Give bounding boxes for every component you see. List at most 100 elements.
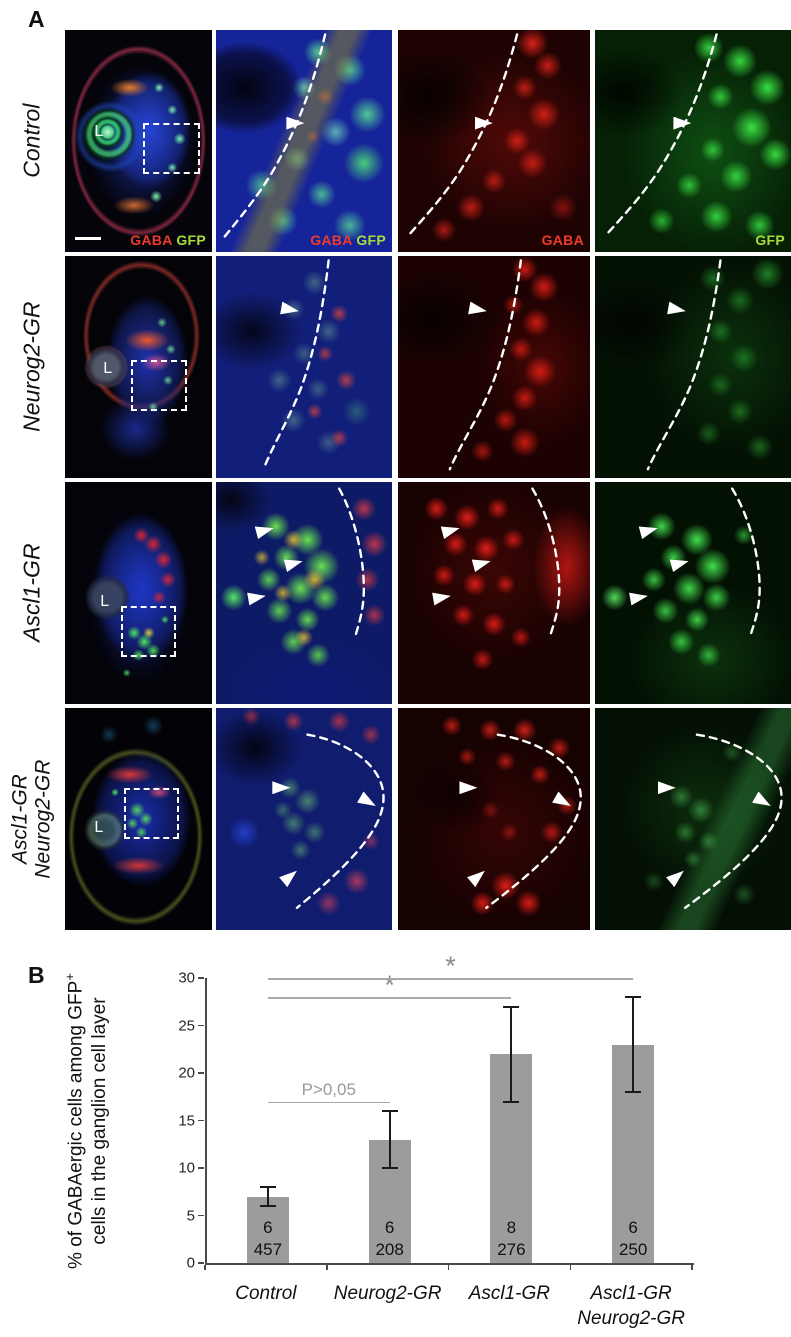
micrograph-neurog2-merge-zoom xyxy=(216,256,392,478)
micrograph-ascl1-neurog2-merge-zoom xyxy=(216,708,392,930)
bar-count-labels: 8 276 xyxy=(476,1217,546,1261)
row-label-text: Ascl1-GR Neurog2-GR xyxy=(8,759,55,879)
bar-count-line: 250 xyxy=(618,1239,648,1259)
x-tick-mark xyxy=(569,1265,571,1270)
bar-count-labels: 6 457 xyxy=(233,1217,303,1261)
micrograph-ascl1-gfp-channel xyxy=(595,482,791,704)
y-tick-label: 15 xyxy=(178,1112,195,1129)
channel-legend: GABA GFP xyxy=(310,232,386,248)
bar-count-line: 6 xyxy=(628,1217,638,1237)
lens-label: L xyxy=(94,819,104,836)
significance-label: * xyxy=(384,970,395,1000)
y-tick-label: 10 xyxy=(178,1159,195,1177)
bar-chart: % of GABAergic cells among GFP+ cells in … xyxy=(0,950,791,1337)
boundary-dashed-line xyxy=(216,708,392,930)
micrograph-ascl1-neurog2-gfp-channel xyxy=(595,708,791,930)
error-bar xyxy=(632,997,635,1092)
micrograph-control-merge-zoom: GABA GFP xyxy=(216,30,392,252)
y-tick-label: 30 xyxy=(178,969,195,987)
panel-b-letter: B xyxy=(28,962,45,988)
error-bar-cap-top xyxy=(381,1110,398,1112)
micrograph-neurog2-overview: L xyxy=(65,256,212,478)
x-tick-mark xyxy=(326,1265,328,1270)
lens-label: L xyxy=(100,593,110,610)
x-category-label: Ascl1-GR Neurog2-GR xyxy=(570,1281,692,1331)
bar-count-labels: 6 250 xyxy=(598,1217,668,1261)
error-bar-cap-bottom xyxy=(381,1167,398,1169)
x-category-label: Neurog2-GR xyxy=(327,1281,449,1306)
panel-a-letter: A xyxy=(28,6,45,32)
boundary-dashed-line xyxy=(398,256,590,478)
y-tick-mark xyxy=(198,1024,204,1027)
boundary-dashed-line xyxy=(595,30,791,252)
micrograph-ascl1-overview: L xyxy=(65,482,212,704)
error-bar-cap-bottom xyxy=(259,1205,276,1207)
x-category-line: Neurog2-GR xyxy=(333,1283,442,1304)
bar-count-line: 6 xyxy=(263,1217,273,1237)
x-tick-mark xyxy=(447,1265,450,1270)
micrograph-control-gfp-channel: GFP xyxy=(595,30,791,252)
lens-label: L xyxy=(103,360,113,378)
bar-count-line: 457 xyxy=(253,1239,283,1259)
error-bar-cap-top xyxy=(259,1186,276,1188)
significance-label: P>0,05 xyxy=(301,1079,356,1099)
lens-label: L xyxy=(94,123,104,141)
x-tick-mark xyxy=(204,1265,206,1270)
y-tick-mark xyxy=(198,1072,204,1074)
row-label-text: Ascl1-GR xyxy=(18,543,45,643)
y-axis-title: % of GABAergic cells among GFP+ cells in … xyxy=(62,973,111,1269)
channel-legend: GFP xyxy=(755,232,785,248)
bar-count-line: 208 xyxy=(375,1239,404,1259)
y-tick-label: 25 xyxy=(178,1017,195,1034)
row-label-neurog2: Neurog2-GR xyxy=(0,256,64,478)
gfp-label: GFP xyxy=(176,232,206,248)
error-bar-cap-bottom xyxy=(503,1100,520,1103)
boundary-dashed-line xyxy=(216,482,392,704)
bar-0 xyxy=(246,1196,289,1263)
error-bar xyxy=(266,1187,269,1206)
boundary-dashed-line xyxy=(398,708,590,930)
x-category-line: Ascl1-GR xyxy=(468,1283,551,1304)
bar-count-line: 6 xyxy=(384,1217,395,1237)
row-label-text: Neurog2-GR xyxy=(18,301,45,433)
bar-count-labels: 6 208 xyxy=(355,1217,425,1261)
roi-box xyxy=(123,787,180,839)
gfp-label: GFP xyxy=(755,232,785,248)
boundary-dashed-line xyxy=(595,482,791,704)
micrograph-neurog2-gaba-channel xyxy=(398,256,590,478)
y-tick-label: 5 xyxy=(186,1207,195,1224)
micrograph-control-overview: L GABA GFP xyxy=(65,30,212,252)
roi-box xyxy=(142,123,200,174)
error-bar-cap-top xyxy=(625,996,642,998)
error-bar xyxy=(510,1006,513,1102)
bar-count-line: 276 xyxy=(497,1239,526,1259)
row-label-text: Control xyxy=(18,103,45,179)
significance-label: * xyxy=(445,951,456,981)
x-tick-mark xyxy=(691,1265,693,1270)
significance-line xyxy=(267,997,512,999)
gaba-label: GABA xyxy=(541,232,584,248)
x-category-line: Ascl1-GR xyxy=(590,1283,672,1304)
gaba-label: GABA xyxy=(130,232,173,248)
gaba-label: GABA xyxy=(310,232,353,248)
y-tick-mark xyxy=(198,1167,204,1169)
micrograph-ascl1-gaba-channel xyxy=(398,482,590,704)
boundary-dashed-line xyxy=(595,708,791,930)
y-tick-label: 0 xyxy=(186,1254,195,1272)
micrograph-neurog2-gfp-channel xyxy=(595,256,791,478)
channel-legend: GABA xyxy=(542,232,584,248)
row-label-ascl1-neurog2: Ascl1-GR Neurog2-GR xyxy=(0,708,64,930)
micrograph-ascl1-merge-zoom xyxy=(216,482,392,704)
error-bar-cap-bottom xyxy=(625,1091,642,1093)
boundary-dashed-line xyxy=(216,30,392,252)
micrograph-control-gaba-channel: GABA xyxy=(398,30,590,252)
boundary-dashed-line xyxy=(398,30,590,252)
bar-count-line: 8 xyxy=(506,1217,517,1237)
y-tick-mark xyxy=(198,1262,204,1264)
micrograph-ascl1-neurog2-gaba-channel xyxy=(398,708,590,930)
boundary-dashed-line xyxy=(398,482,590,704)
micrograph-ascl1-neurog2-overview: L xyxy=(65,708,212,930)
plot-area: 6 457 6 208 8 276 6 250 P>0,05 * * xyxy=(205,953,694,1265)
y-tick-mark xyxy=(198,977,204,979)
